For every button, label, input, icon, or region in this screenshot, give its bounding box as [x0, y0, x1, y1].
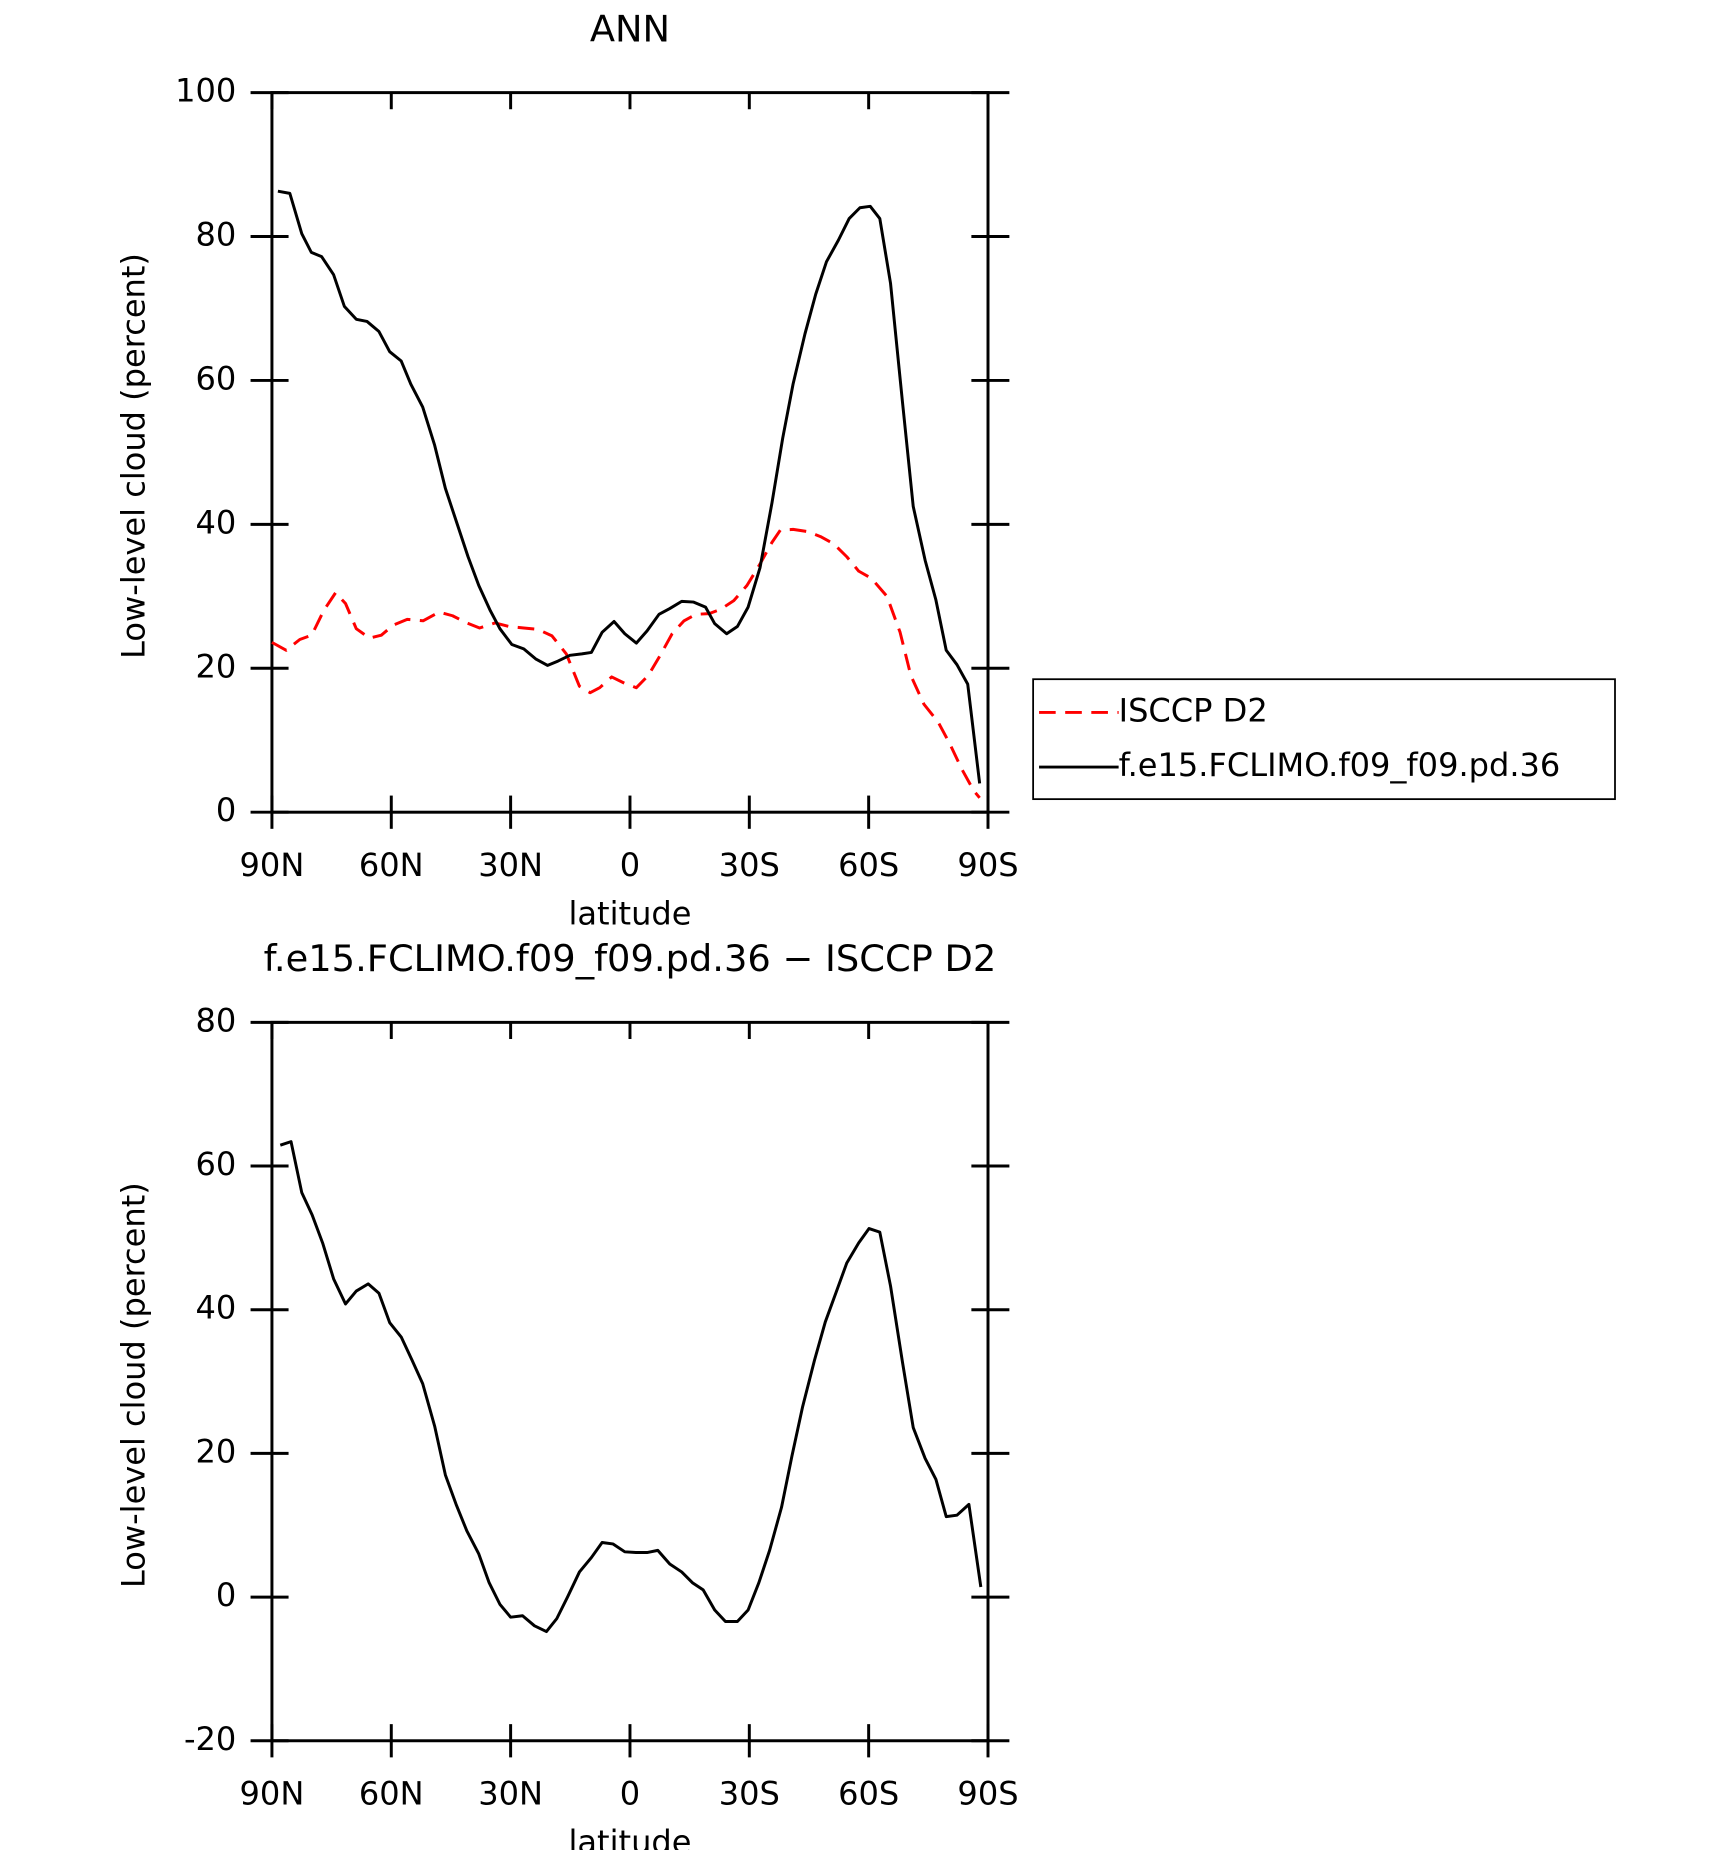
x-axis-label: latitude [568, 1823, 691, 1850]
x-tick-label: 90N [240, 1774, 305, 1812]
y-tick-label: 60 [196, 359, 237, 397]
x-tick-label: 60N [359, 846, 424, 884]
x-tick-label: 30N [478, 1774, 543, 1812]
x-tick-label: 0 [620, 846, 640, 884]
chart-title: ANN [590, 7, 670, 50]
x-tick-label: 90S [957, 846, 1018, 884]
data-line [271, 527, 981, 799]
y-tick-label: 20 [196, 1432, 237, 1470]
x-tick-label: 60S [838, 1774, 899, 1812]
y-tick-label: 100 [175, 72, 236, 110]
y-tick-label: 40 [196, 1289, 237, 1327]
legend-label: ISCCP D2 [1119, 691, 1268, 729]
x-tick-label: 30S [719, 1774, 780, 1812]
y-tick-label: 20 [196, 647, 237, 685]
x-tick-label: 30N [478, 846, 543, 884]
x-tick-label: 90S [957, 1774, 1018, 1812]
x-tick-label: 90N [240, 846, 305, 884]
data-line [277, 189, 982, 784]
legend-label: f.e15.FCLIMO.f09_f09.pd.36 [1119, 746, 1561, 784]
chart-title: f.e15.FCLIMO.f09_f09.pd.36 − ISCCP D2 [264, 937, 997, 980]
plot-frame [270, 91, 990, 814]
y-tick-label: 80 [196, 1001, 237, 1039]
data-line [279, 1140, 983, 1634]
x-tick-label: 30S [719, 846, 780, 884]
x-tick-label: 60N [359, 1774, 424, 1812]
y-axis-label: Low-level cloud (percent) [114, 1182, 152, 1588]
y-tick-label: 40 [196, 503, 237, 541]
plot-frame [270, 1020, 990, 1743]
legend-box [1032, 678, 1616, 801]
x-tick-label: 0 [620, 1774, 640, 1812]
y-tick-label: 80 [196, 216, 237, 254]
y-tick-label: 0 [216, 791, 236, 829]
y-tick-label: 60 [196, 1145, 237, 1183]
y-tick-label: 0 [216, 1576, 236, 1614]
x-axis-label: latitude [568, 895, 691, 933]
y-tick-label: -20 [184, 1720, 236, 1758]
y-axis-label: Low-level cloud (percent) [114, 253, 152, 659]
x-tick-label: 60S [838, 846, 899, 884]
